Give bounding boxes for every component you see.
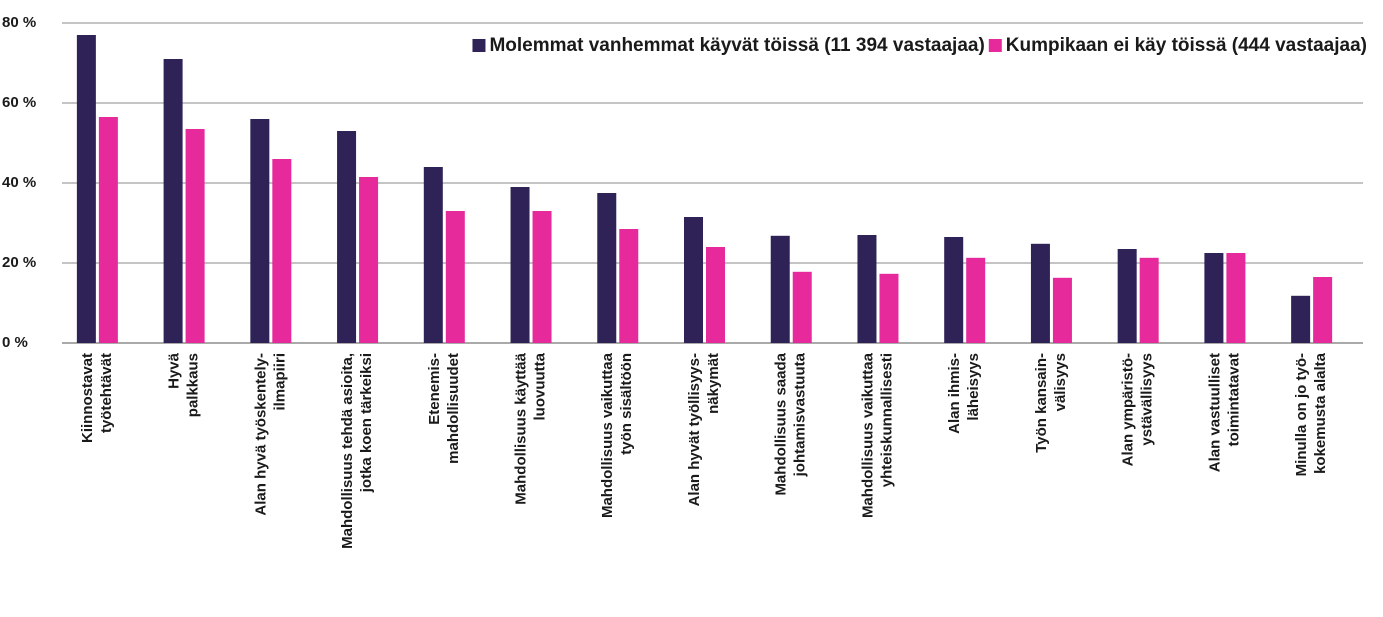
x-tick-label: läheisyys xyxy=(965,353,982,421)
x-tick-label: Alan ympäristö- xyxy=(1120,353,1137,466)
x-tick-label: Mahdollisuus tehdä asioita, xyxy=(339,353,356,549)
x-tick-label: johtamisvastuuta xyxy=(792,352,809,477)
bar xyxy=(1139,257,1159,343)
bar xyxy=(185,129,205,343)
bar xyxy=(1313,277,1333,343)
bar xyxy=(1204,253,1224,343)
x-tick-label: näkymät xyxy=(705,353,722,414)
bar xyxy=(445,211,465,343)
bar xyxy=(1052,277,1072,343)
x-tick-label: luovuutta xyxy=(532,352,549,420)
legend-label: Molemmat vanhemmat käyvät töissä (11 394… xyxy=(489,35,984,56)
y-tick-label: 60 % xyxy=(2,94,36,111)
bar xyxy=(966,257,986,343)
x-tick-label: Mahdollisuus vaikuttaa xyxy=(859,352,876,518)
bar xyxy=(684,217,703,343)
x-tick-label: työtehtävät xyxy=(98,353,115,433)
x-tick-label: Alan hyvä työskentely- xyxy=(252,353,269,516)
y-tick-label: 20 % xyxy=(2,254,36,271)
x-tick-label: Työn kansain- xyxy=(1033,353,1050,453)
x-tick-label: Alan vastuulliset xyxy=(1206,353,1223,472)
bar xyxy=(879,273,899,343)
bar xyxy=(1117,249,1137,343)
bar xyxy=(98,117,118,343)
x-tick-label: työn sisältöön xyxy=(618,353,635,455)
x-tick-label: Minulla on jo työ- xyxy=(1293,353,1310,476)
bar xyxy=(250,119,270,343)
x-tick-label: kokemusta alalta xyxy=(1312,352,1329,474)
x-tick-label: välisyys xyxy=(1052,353,1069,411)
x-tick-label: Alan hyvät työllisyys- xyxy=(686,353,703,506)
legend-swatch xyxy=(472,39,486,52)
x-tick-label: toimintatavat xyxy=(1225,353,1242,446)
x-tick-label: ilmapiiri xyxy=(271,353,288,411)
bar xyxy=(792,271,812,343)
x-tick-label: ystävällisyys xyxy=(1139,353,1156,446)
legend-label: Kumpikaan ei käy töissä (444 vastaajaa) xyxy=(1006,35,1367,56)
bar xyxy=(1226,253,1246,343)
bar xyxy=(510,187,530,343)
bar xyxy=(272,159,292,343)
x-tick-label: Mahdollisuus käyttää xyxy=(513,352,530,504)
y-tick-label: 0 % xyxy=(2,334,28,351)
legend-swatch xyxy=(988,39,1002,52)
bar xyxy=(597,193,617,343)
y-tick-label: 80 % xyxy=(2,14,36,31)
x-tick-label: Kiinnostavat xyxy=(79,353,96,443)
y-tick-label: 40 % xyxy=(2,174,36,191)
x-tick-label: Alan ihmis- xyxy=(946,353,963,434)
bar xyxy=(532,211,552,343)
x-tick-label: Mahdollisuus vaikuttaa xyxy=(599,352,616,518)
bar xyxy=(163,59,183,343)
x-tick-label: yhteiskunnallisesti xyxy=(878,353,895,487)
bar xyxy=(423,167,443,343)
bar xyxy=(1291,295,1311,343)
x-tick-label: Mahdollisuus saada xyxy=(773,352,790,495)
bar xyxy=(944,237,964,343)
x-tick-label: mahdollisuudet xyxy=(445,353,462,464)
x-tick-label: palkkaus xyxy=(185,353,202,417)
bar xyxy=(770,235,790,343)
bar xyxy=(1030,243,1050,343)
bar xyxy=(706,247,725,343)
bar xyxy=(619,229,639,343)
bar xyxy=(76,35,96,343)
bar xyxy=(337,131,357,343)
bar xyxy=(359,177,379,343)
x-tick-label: jotka koen tärkeiksi xyxy=(358,353,375,493)
bar xyxy=(857,235,877,343)
x-tick-label: Hyvä xyxy=(166,352,183,389)
x-tick-label: Etenemis- xyxy=(426,353,443,425)
